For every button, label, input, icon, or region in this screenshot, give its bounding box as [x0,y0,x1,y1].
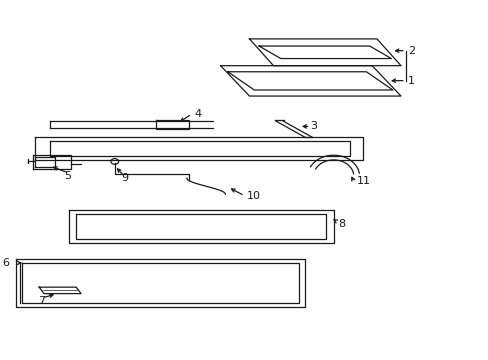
Text: 3: 3 [310,121,317,131]
Text: 2: 2 [407,46,414,56]
Text: 7: 7 [38,296,45,306]
Text: 6: 6 [2,258,9,268]
Text: 8: 8 [338,219,345,229]
Text: 11: 11 [356,176,370,186]
Text: 4: 4 [194,109,201,119]
Text: 5: 5 [64,171,71,181]
Text: 10: 10 [246,191,261,201]
Text: 1: 1 [407,76,414,86]
Text: 9: 9 [121,173,128,183]
